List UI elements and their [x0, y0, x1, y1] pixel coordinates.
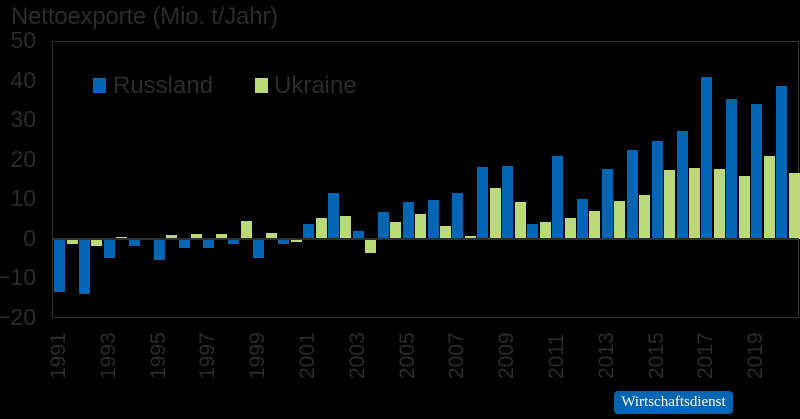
y-tick-label: 0	[23, 224, 36, 251]
bar-russland-1995	[153, 238, 165, 260]
y-tick-label: 30	[10, 106, 36, 133]
y-tick-label: 50	[10, 27, 36, 53]
bar-russland-2017	[701, 77, 713, 239]
bar-russland-2001	[303, 223, 314, 239]
x-tick-label: 2011	[545, 333, 568, 379]
legend-swatch-russland	[93, 78, 106, 93]
x-tick-label: 2009	[495, 332, 519, 379]
bar-russland-1996	[178, 238, 190, 248]
bar-russland-2006	[427, 199, 439, 239]
y-tick-label: −10	[0, 264, 36, 291]
x-tick-label: 1999	[246, 332, 270, 379]
x-tick-label: 2001	[296, 332, 319, 379]
bar-ukraine-2018	[738, 175, 750, 239]
y-tick-label: 20	[10, 145, 36, 172]
bar-ukraine-2004	[390, 221, 402, 239]
bar-russland-2003	[352, 230, 364, 239]
y-tick-label: 40	[10, 66, 36, 93]
y-tick-label: 10	[10, 185, 36, 212]
bar-ukraine-1995	[166, 234, 178, 239]
x-tick-label: 2017	[694, 332, 718, 379]
bar-russland-2015	[651, 140, 663, 239]
bar-ukraine-1992	[91, 238, 103, 246]
bar-russland-2007	[452, 192, 464, 239]
bar-ukraine-1998	[240, 221, 252, 239]
x-tick-label: 1993	[96, 332, 120, 379]
bar-ukraine-2010	[539, 221, 551, 239]
bar-russland-1994	[128, 238, 140, 246]
source-badge: Wirtschaftsdienst	[614, 391, 733, 414]
bar-ukraine-2001	[315, 218, 327, 239]
bar-ukraine-1991	[66, 238, 78, 244]
x-tick-label: 2007	[445, 332, 469, 379]
bar-russland-1991	[54, 238, 65, 292]
legend-swatch-ukraine	[255, 78, 268, 93]
bar-ukraine-2008	[489, 187, 501, 239]
bar-russland-2016	[676, 130, 688, 239]
bar-ukraine-2005	[415, 213, 427, 239]
bar-ukraine-2020	[788, 172, 800, 239]
legend-label-ukraine: Ukraine	[274, 72, 357, 99]
bar-russland-2008	[477, 166, 489, 239]
bar-ukraine-2012	[589, 210, 601, 239]
x-tick-label: 2003	[345, 332, 369, 379]
bar-ukraine-2006	[440, 225, 451, 239]
x-tick-label: 1991	[47, 332, 70, 379]
x-tick-label: 2013	[594, 332, 618, 379]
legend-label-russland: Russland	[113, 72, 214, 99]
bar-ukraine-2000	[290, 238, 302, 242]
chart-title: Nettoexporte (Mio. t/Jahr)	[11, 3, 278, 30]
x-tick-label: 2005	[395, 332, 419, 379]
bar-ukraine-1997	[215, 233, 227, 239]
bar-russland-2009	[502, 166, 514, 239]
bar-russland-1998	[228, 238, 240, 244]
bar-russland-2011	[552, 155, 563, 239]
bar-ukraine-2019	[763, 155, 775, 239]
bar-ukraine-2002	[340, 215, 352, 239]
bar-ukraine-2003	[365, 238, 377, 253]
bar-ukraine-2015	[664, 170, 676, 239]
x-tick-label: 2015	[644, 332, 668, 379]
bar-russland-2012	[576, 198, 588, 239]
bar-russland-2013	[601, 168, 613, 239]
x-tick-label: 2019	[744, 332, 768, 379]
bar-ukraine-2007	[464, 235, 476, 239]
bar-russland-2010	[527, 223, 539, 239]
bar-russland-1997	[203, 238, 215, 248]
bar-russland-2000	[278, 238, 290, 244]
bar-russland-1992	[78, 238, 90, 294]
bar-ukraine-2013	[614, 200, 626, 239]
bar-ukraine-2009	[514, 202, 526, 239]
bar-ukraine-2014	[639, 194, 651, 239]
bar-russland-2014	[626, 149, 638, 239]
bar-russland-2005	[402, 202, 414, 239]
x-tick-label: 1995	[146, 332, 170, 379]
y-tick-label: −20	[0, 304, 36, 330]
bar-russland-2018	[726, 98, 738, 239]
bar-ukraine-2016	[689, 168, 700, 239]
bar-ukraine-1993	[116, 236, 128, 239]
bar-ukraine-2011	[564, 217, 576, 239]
x-tick-label: 1997	[196, 332, 220, 379]
bar-russland-2002	[327, 192, 339, 239]
zero-line	[53, 238, 799, 240]
bar-russland-2004	[377, 211, 389, 239]
bar-russland-2019	[751, 103, 763, 239]
bar-ukraine-2017	[713, 168, 725, 239]
bar-russland-1999	[253, 238, 265, 258]
bar-ukraine-1999	[265, 232, 277, 239]
bar-russland-2020	[776, 86, 788, 239]
bar-russland-1993	[103, 238, 115, 258]
bar-ukraine-1996	[191, 233, 202, 239]
